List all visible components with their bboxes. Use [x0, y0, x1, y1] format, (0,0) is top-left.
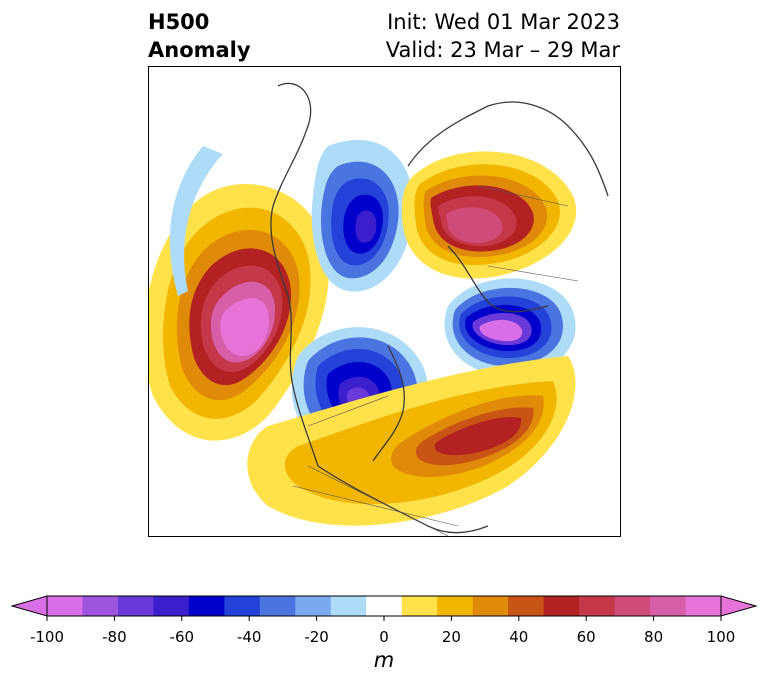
- colorbar-tick-label: 100: [706, 628, 736, 646]
- colorbar-swatch: [366, 596, 403, 616]
- init-date: Init: Wed 01 Mar 2023: [387, 10, 620, 34]
- colorbar-tick-label: -40: [236, 628, 262, 646]
- colorbar-swatch: [224, 596, 261, 616]
- colorbar-swatch: [472, 596, 509, 616]
- colorbar-swatch: [437, 596, 474, 616]
- colorbar-tick-label: -60: [169, 628, 195, 646]
- colorbar-tick-label: 0: [379, 628, 389, 646]
- trough-eastern-arctic: [311, 139, 414, 292]
- colorbar-swatch: [295, 596, 332, 616]
- colorbar-tick-label: 20: [441, 628, 461, 646]
- colorbar-tick-label: -100: [29, 628, 65, 646]
- valid-range: Valid: 23 Mar – 29 Mar: [385, 38, 620, 62]
- colorbar-tick-label: 40: [509, 628, 529, 646]
- ridge-northeast-pacific: [148, 146, 329, 441]
- title-field: Anomaly: [148, 38, 251, 62]
- map-dates: Init: Wed 01 Mar 2023 Valid: 23 Mar – 29…: [386, 8, 620, 64]
- colorbar-swatch: [188, 596, 225, 616]
- title-variable: H500: [148, 10, 210, 34]
- colorbar-swatch: [153, 596, 190, 616]
- colorbar-tick-label: 60: [576, 628, 596, 646]
- trough-scandinavia: [444, 278, 576, 376]
- colorbar-tick-label: 80: [644, 628, 664, 646]
- colorbar-swatch: [508, 596, 545, 616]
- colorbar: [10, 595, 758, 621]
- colorbar-swatch: [614, 596, 651, 616]
- colorbar-extend-low: [10, 595, 48, 617]
- colorbar-swatch: [543, 596, 580, 616]
- anomaly-map: [148, 66, 621, 537]
- colorbar-units: m: [373, 648, 395, 672]
- colorbar-swatch: [579, 596, 616, 616]
- coastlines: [270, 82, 609, 534]
- colorbar-extend-high: [720, 595, 758, 617]
- colorbar-swatch: [685, 596, 722, 616]
- colorbar-swatch: [401, 596, 438, 616]
- colorbar-swatch: [330, 596, 367, 616]
- map-title: H500 Anomaly: [148, 8, 251, 64]
- colorbar-swatch: [117, 596, 154, 616]
- colorbar-swatch: [82, 596, 119, 616]
- ridge-siberia: [401, 151, 577, 279]
- colorbar-swatch: [650, 596, 687, 616]
- borders: [292, 185, 579, 537]
- colorbar-tick-label: -20: [304, 628, 329, 646]
- ridge-north-atlantic: [247, 356, 576, 526]
- colorbar-swatch: [259, 596, 296, 616]
- colorbar-tick-label: -80: [102, 628, 127, 646]
- colorbar-swatch: [47, 596, 83, 616]
